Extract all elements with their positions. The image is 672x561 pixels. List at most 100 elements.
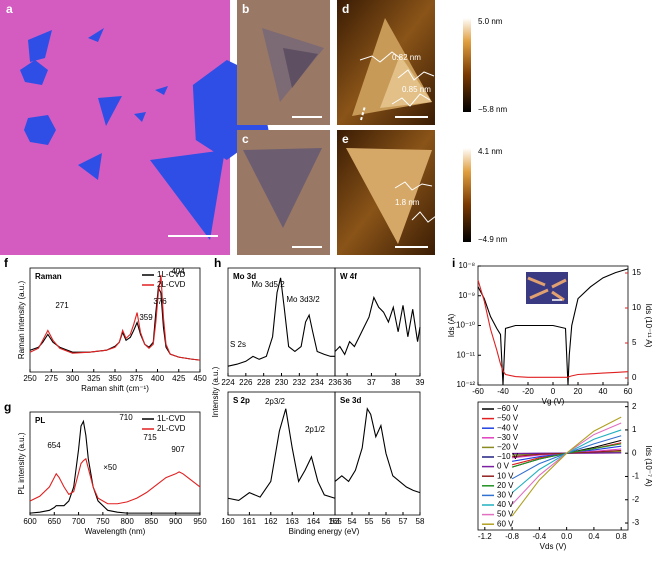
x-tick-label: -60 (472, 387, 484, 396)
annotation: 710 (119, 413, 133, 422)
x-tick-label: 54 (348, 517, 357, 526)
x-tick-label: 275 (45, 374, 59, 383)
annotation: Mo 3d5/2 (251, 280, 285, 289)
plot-frame (29, 411, 201, 516)
data-line (334, 407, 421, 494)
plot-frame (334, 267, 421, 377)
annotation: 0.82 nm (392, 53, 421, 62)
colorbar-label: −5.8 nm (478, 105, 507, 114)
annotation: 2p3/2 (265, 397, 286, 406)
x-tick-label: -0.8 (505, 532, 519, 541)
chart-title: S 2p (233, 396, 250, 405)
y-tick-label: -3 (632, 518, 640, 527)
data-line (477, 268, 629, 386)
annotation: 907 (171, 445, 185, 454)
x-tick-label: 161 (243, 517, 257, 526)
y-tick-label: 0 (632, 448, 637, 457)
data-line (511, 435, 622, 480)
x-tick-label: 0 (551, 387, 556, 396)
annotation: 715 (143, 433, 157, 442)
x-tick-label: 250 (23, 374, 37, 383)
x-tick-label: 40 (599, 387, 608, 396)
legend-label: −30 V (497, 433, 519, 442)
legend-label: 30 V (497, 491, 514, 500)
y-axis-label: Intensity (a.u.) (211, 366, 220, 417)
x-tick-label: 58 (416, 517, 425, 526)
panel-label: f (4, 256, 9, 270)
x-tick-label: 230 (275, 378, 289, 387)
x-tick-label: 0.0 (561, 532, 573, 541)
x-tick-label: 750 (96, 517, 110, 526)
panel-label: g (4, 400, 11, 414)
x-tick-label: -1.2 (478, 532, 492, 541)
x-tick-label: 234 (310, 378, 324, 387)
legend-label: −50 V (497, 414, 519, 423)
y-tick-label: 10⁻⁸ (459, 261, 476, 270)
y-tick-label: 2 (632, 402, 637, 411)
x-tick-label: 60 (624, 387, 633, 396)
x-tick-label: -0.4 (532, 532, 546, 541)
y2-tick-label: 10 (632, 303, 641, 312)
panel-label: i (452, 256, 455, 270)
x-tick-label: -20 (522, 387, 534, 396)
annotation: S 2s (230, 340, 246, 349)
x-axis-label: Binding energy (eV) (289, 527, 360, 536)
x-tick-label: 165 (328, 517, 342, 526)
y2-tick-label: 5 (632, 338, 637, 347)
data-line (477, 279, 629, 378)
panel-label: e (342, 132, 349, 146)
panel-label: a (6, 2, 13, 16)
x-tick-label: 57 (399, 517, 408, 526)
y-tick-label: 10⁻¹¹ (457, 350, 476, 359)
legend-label: 60 V (497, 519, 514, 528)
x-tick-label: 425 (172, 374, 186, 383)
x-tick-label: 164 (307, 517, 321, 526)
x-tick-label: 162 (264, 517, 278, 526)
x-tick-label: 55 (365, 517, 374, 526)
x-tick-label: 800 (120, 517, 134, 526)
annotation: 271 (55, 301, 69, 310)
y-axis-label: Raman intensity (a.u.) (17, 281, 26, 360)
x-tick-label: 450 (193, 374, 207, 383)
x-tick-label: -40 (497, 387, 509, 396)
chart-title: W 4f (340, 272, 357, 281)
optical-image (0, 0, 269, 255)
optical-image (237, 130, 330, 255)
x-tick-label: 53 (331, 517, 340, 526)
annotation: 0.85 nm (402, 85, 431, 94)
colorbar-label: 4.1 nm (478, 147, 503, 156)
annotation: 376 (153, 297, 167, 306)
x-tick-label: 37 (367, 378, 376, 387)
x-tick-label: 39 (416, 378, 425, 387)
x-tick-label: 56 (382, 517, 391, 526)
x-tick-label: 232 (293, 378, 307, 387)
plot-frame (334, 391, 421, 516)
chart-title: PL (35, 416, 45, 425)
data-line (334, 295, 421, 356)
annotation: ×50 (103, 463, 117, 472)
panel-label: c (242, 132, 249, 146)
chart-title: Se 3d (340, 396, 361, 405)
legend-label: −40 V (497, 423, 519, 432)
data-line (227, 277, 335, 367)
data-line (227, 408, 336, 502)
legend-label: −60 V (497, 404, 519, 413)
y-axis-label: Ids (A) (447, 313, 456, 337)
x-tick-label: 0.4 (588, 532, 600, 541)
optical-image (237, 0, 330, 125)
x-axis-label: Raman shift (cm⁻¹) (81, 384, 149, 393)
legend-label: 40 V (497, 500, 514, 509)
colorbar-label: 5.0 nm (478, 17, 503, 26)
y2-tick-label: 0 (632, 373, 637, 382)
x-tick-label: 850 (145, 517, 159, 526)
x-tick-label: 226 (239, 378, 253, 387)
plot-frame (477, 401, 629, 531)
x-axis-label: Vds (V) (540, 542, 567, 551)
x-tick-label: 900 (169, 517, 183, 526)
x-tick-label: 236 (328, 378, 342, 387)
x-tick-label: 350 (108, 374, 122, 383)
y-tick-label: -2 (632, 495, 640, 504)
data-line (29, 285, 201, 361)
y-axis-label: Ids (10⁻⁷ A) (644, 445, 653, 487)
